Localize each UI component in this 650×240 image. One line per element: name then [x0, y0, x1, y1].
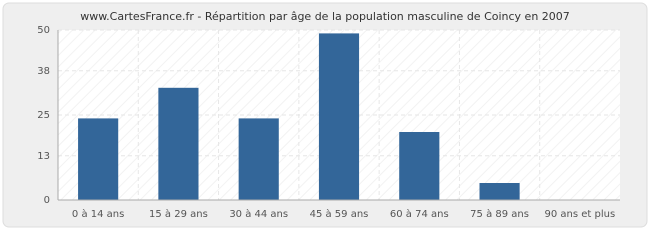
x-tick-label: 90 ans et plus: [545, 209, 616, 220]
y-tick-label: 25: [37, 110, 50, 121]
chart-title: www.CartesFrance.fr - Répartition par âg…: [80, 10, 570, 23]
chart: www.CartesFrance.fr - Répartition par âg…: [2, 2, 648, 228]
bar: [479, 183, 520, 200]
x-tick-label: 15 à 29 ans: [149, 208, 208, 220]
bar: [238, 118, 279, 200]
y-tick-label: 38: [37, 66, 50, 77]
y-tick-label: 0: [44, 195, 50, 206]
bar: [158, 87, 199, 200]
x-tick-label: 45 à 59 ans: [310, 208, 369, 220]
x-tick-label: 0 à 14 ans: [72, 208, 124, 220]
bar: [78, 118, 119, 200]
bar: [318, 33, 360, 201]
x-tick-label: 30 à 44 ans: [229, 208, 288, 220]
y-tick-label: 13: [37, 151, 50, 162]
bar: [399, 132, 440, 200]
x-tick-label: 60 à 74 ans: [390, 208, 449, 220]
y-tick-label: 50: [37, 25, 50, 36]
x-tick-label: 75 à 89 ans: [470, 208, 529, 220]
